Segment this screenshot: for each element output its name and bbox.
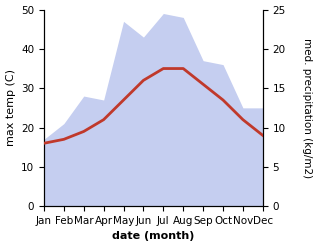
Y-axis label: max temp (C): max temp (C) [5,69,16,146]
X-axis label: date (month): date (month) [112,231,195,242]
Y-axis label: med. precipitation (kg/m2): med. precipitation (kg/m2) [302,38,313,178]
